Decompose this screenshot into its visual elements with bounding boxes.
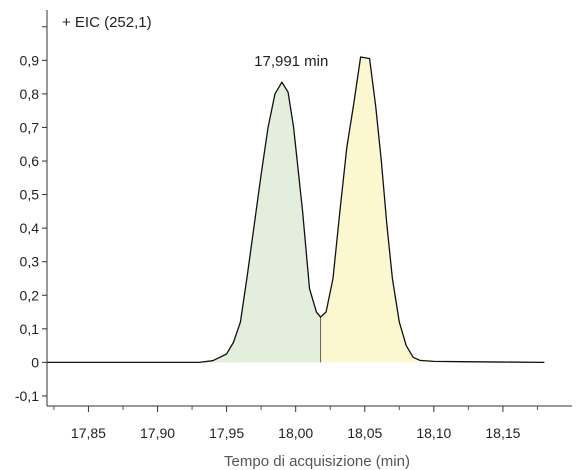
chart-title: + EIC (252,1) <box>62 14 152 31</box>
trace-group <box>47 56 545 364</box>
y-tick-label: 0 <box>31 354 39 370</box>
y-tick-label: -0,1 <box>15 388 39 404</box>
y-tick-label: 0,2 <box>20 287 40 303</box>
peak-2-fill <box>320 56 434 363</box>
x-tick-label: 17,95 <box>209 425 244 441</box>
peak-annotation: 17,991 min <box>254 53 328 70</box>
eic-trace-line <box>47 56 545 364</box>
x-tick-label: 18,00 <box>278 425 313 441</box>
y-tick-label: 0,4 <box>20 220 40 236</box>
x-tick-label: 18,05 <box>347 425 382 441</box>
y-tick-label: 0,6 <box>20 153 40 169</box>
annotations: 17,991 min <box>254 53 328 70</box>
y-tick-label: 0,3 <box>20 254 40 270</box>
x-tick-label: 17,85 <box>71 425 106 441</box>
y-tick-label: 0,7 <box>20 119 40 135</box>
x-tick-label: 17,90 <box>140 425 175 441</box>
x-tick-label: 18,15 <box>485 425 520 441</box>
y-tick-label: 0,5 <box>20 187 40 203</box>
peak-1-fill <box>198 82 321 363</box>
y-tick-label: 0,1 <box>20 321 40 337</box>
y-tick-label: 0,9 <box>20 52 40 68</box>
axes: -0,1 0 0,1 0,2 0,3 0,4 0,5 0,6 0,7 0,8 0,9 17,85 17,… <box>15 10 572 441</box>
y-tick-label: 0,8 <box>20 86 40 102</box>
x-tick-label: 18,10 <box>416 425 451 441</box>
x-axis-title: Tempo di acquisizione (min) <box>224 453 410 470</box>
peak-fills <box>198 56 434 363</box>
